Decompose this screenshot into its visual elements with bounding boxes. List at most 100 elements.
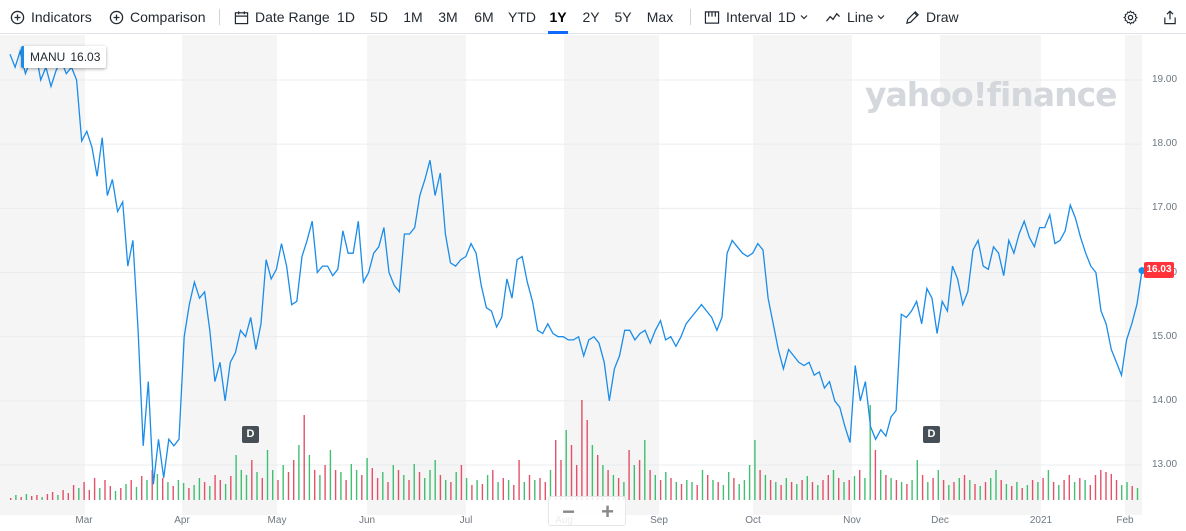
series-legend[interactable]: MANU 16.03 — [21, 46, 107, 68]
volume-bar — [471, 485, 473, 500]
volume-bar — [31, 496, 33, 500]
volume-bar — [397, 470, 400, 500]
volume-bar — [387, 482, 389, 500]
indicators-label: Indicators — [31, 9, 92, 25]
volume-bar — [717, 482, 719, 500]
x-tick-label: Apr — [174, 515, 190, 526]
range-6m-button[interactable]: 6M — [474, 9, 494, 25]
draw-button[interactable]: Draw — [905, 0, 959, 34]
volume-bar — [293, 460, 295, 500]
x-tick-label: Sep — [650, 515, 668, 526]
volume-bar — [780, 485, 782, 500]
current-price-tag: 16.03 — [1144, 262, 1174, 278]
volume-bar — [120, 488, 122, 500]
volume-bar — [570, 445, 573, 500]
y-tick-label: 15.00 — [1152, 330, 1178, 342]
volume-bar — [251, 460, 253, 500]
range-1m-button[interactable]: 1M — [403, 9, 423, 25]
interval-label: Interval — [726, 9, 772, 25]
volume-bar — [418, 472, 421, 500]
date-range-button[interactable]: Date Range — [234, 0, 330, 34]
month-band — [564, 35, 659, 515]
volume-bar — [182, 483, 185, 500]
range-max-button[interactable]: Max — [646, 9, 674, 25]
volume-bar — [1037, 482, 1039, 500]
volume-bar — [995, 470, 997, 500]
chart-type-label: Line — [847, 9, 874, 25]
range-ytd-button[interactable]: YTD — [508, 9, 536, 25]
volume-bar — [476, 480, 478, 500]
interval-dropdown[interactable]: Interval 1D — [704, 0, 808, 34]
range-5d-button[interactable]: 5D — [370, 9, 388, 25]
volume-bar — [465, 478, 468, 500]
dividend-marker[interactable]: D — [923, 426, 940, 443]
volume-bar — [942, 480, 945, 500]
range-1y-button[interactable]: 1Y — [548, 0, 568, 34]
volume-bar — [921, 475, 924, 500]
share-button[interactable] — [1163, 0, 1177, 34]
month-band — [753, 35, 852, 515]
toolbar-divider — [219, 9, 220, 25]
volume-bar — [1115, 480, 1118, 500]
volume-bar — [261, 478, 263, 500]
volume-bar — [932, 478, 934, 500]
gear-icon — [1123, 9, 1138, 25]
volume-bar — [167, 482, 169, 500]
range-3m-button[interactable]: 3M — [438, 9, 458, 25]
chevron-down-icon — [877, 14, 885, 20]
month-band — [0, 35, 85, 515]
volume-bar — [691, 482, 693, 500]
volume-bar — [36, 495, 38, 500]
interval-icon — [704, 10, 720, 25]
volume-bar — [617, 478, 620, 500]
volume-bar — [214, 475, 216, 500]
volume-bar — [948, 485, 950, 500]
volume-bar — [1073, 482, 1076, 500]
volume-bar — [450, 482, 452, 500]
range-2y-button[interactable]: 2Y — [582, 9, 600, 25]
toolbar-divider — [690, 9, 691, 25]
volume-bar — [649, 470, 651, 500]
dividend-marker[interactable]: D — [242, 426, 259, 443]
volume-bar — [612, 475, 615, 500]
volume-bar — [303, 415, 305, 500]
stock-chart[interactable]: yahoo!finance 13.0014.0015.0016.0017.001… — [0, 35, 1186, 531]
volume-bar — [523, 482, 525, 500]
volume-bar — [822, 480, 824, 500]
volume-bar — [560, 460, 562, 500]
volume-bar — [990, 478, 992, 500]
volume-bar — [193, 485, 195, 500]
volume-bar — [890, 478, 892, 500]
zoom-out-button[interactable]: − — [562, 499, 575, 524]
volume-bar — [906, 484, 908, 500]
volume-bar — [324, 465, 326, 500]
volume-bar — [958, 478, 960, 500]
settings-button[interactable] — [1123, 0, 1138, 34]
volume-bar — [911, 480, 913, 500]
zoom-in-button[interactable]: + — [601, 499, 614, 524]
volume-bar — [135, 487, 138, 500]
volume-bar — [754, 440, 756, 500]
volume-bar — [979, 486, 981, 500]
volume-bar — [1089, 485, 1091, 500]
volume-bar — [518, 460, 520, 500]
volume-bar — [10, 498, 12, 500]
volume-bar — [916, 460, 918, 500]
volume-bar — [272, 470, 274, 500]
x-tick-label: 2021 — [1029, 515, 1053, 526]
legend-symbol: MANU — [30, 50, 66, 64]
range-5y-button[interactable]: 5Y — [614, 9, 632, 25]
interval-value: 1D — [777, 9, 796, 25]
volume-bar — [78, 488, 80, 500]
indicators-button[interactable]: Indicators — [10, 0, 92, 34]
volume-bar — [869, 405, 871, 500]
volume-bar — [696, 485, 698, 500]
comparison-button[interactable]: Comparison — [109, 0, 205, 34]
volume-bar — [633, 465, 635, 500]
volume-bar — [141, 476, 143, 500]
chart-type-dropdown[interactable]: Line — [825, 0, 885, 34]
volume-bar — [654, 475, 656, 500]
range-1d-button[interactable]: 1D — [337, 9, 355, 25]
volume-bar — [743, 480, 746, 500]
volume-bar — [256, 472, 258, 500]
